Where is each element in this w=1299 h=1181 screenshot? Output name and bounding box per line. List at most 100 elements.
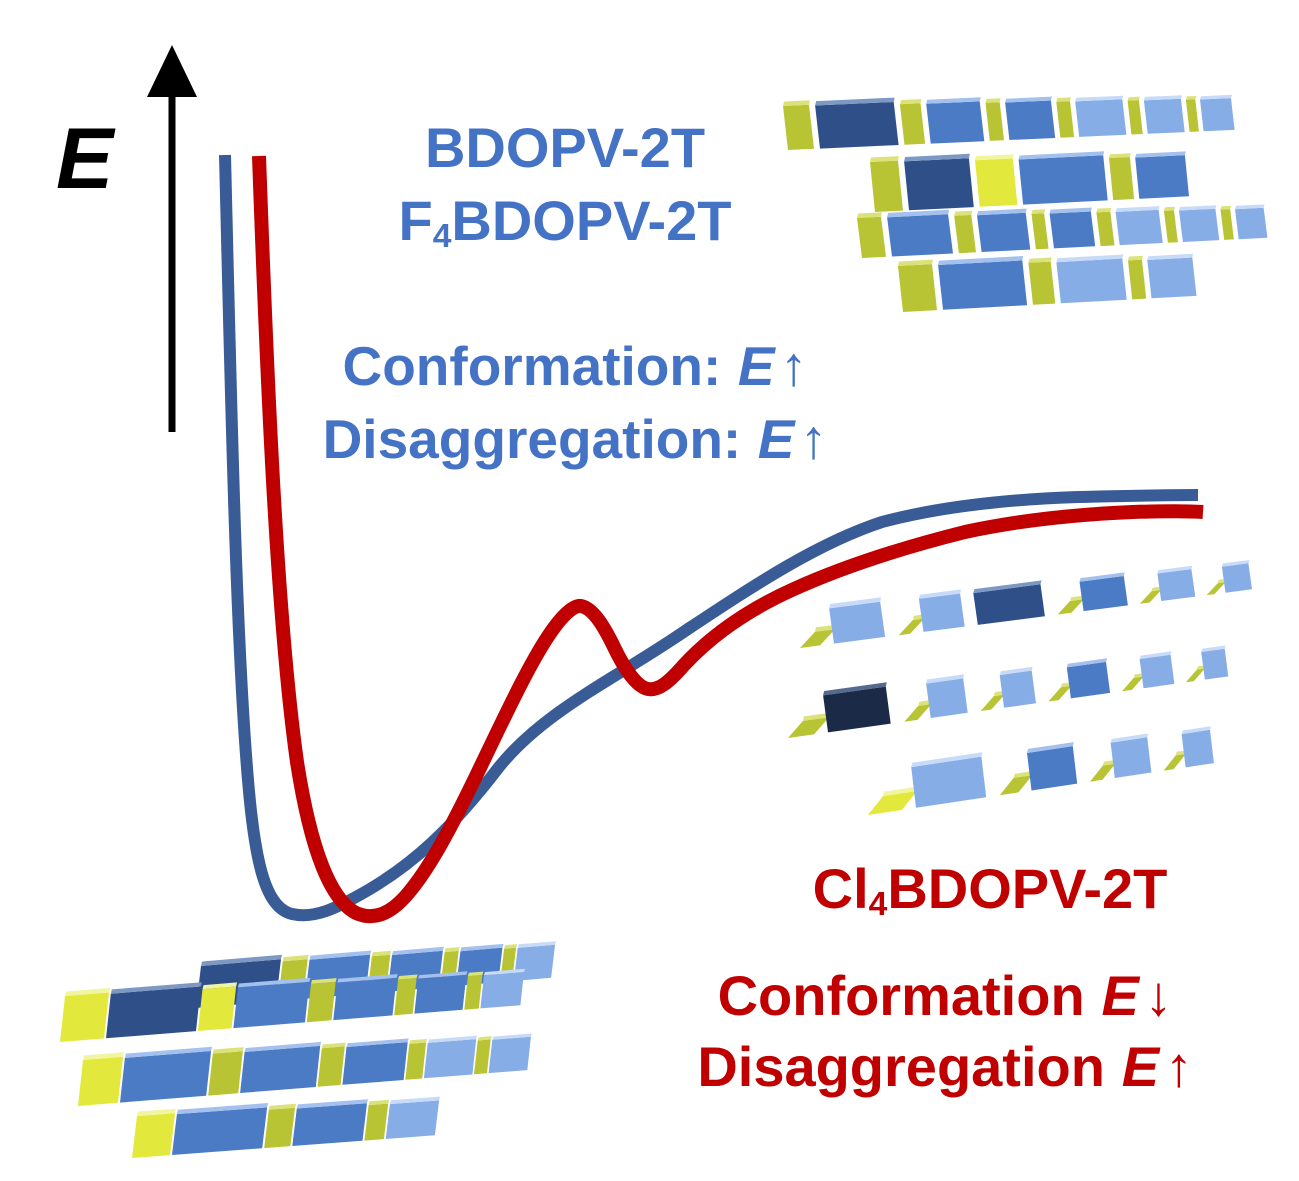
molecule-plate	[1135, 155, 1189, 199]
molecule-plate	[857, 212, 882, 218]
molecule-plate	[899, 99, 922, 105]
molecule-plate	[317, 1046, 345, 1087]
red-title-subscript: 4	[868, 886, 888, 924]
blue-molecules-title: BDOPV-2T F4BDOPV-2T	[300, 112, 830, 258]
molecule-plate	[444, 947, 460, 953]
molecule-plate	[1200, 98, 1235, 132]
molecule-plate	[1139, 589, 1162, 604]
molecule-plate	[1163, 206, 1175, 211]
molecule-plate	[887, 214, 953, 257]
molecule-plate	[1220, 205, 1232, 210]
molecule-plate	[1096, 211, 1115, 247]
molecule-plate	[296, 1099, 368, 1109]
blue-energy-notes: Conformation: E ↑ Disaggregation: E ↑	[255, 330, 895, 475]
molecule-plate	[887, 209, 950, 218]
molecule-plate	[513, 944, 556, 981]
molecule-plate	[973, 580, 1042, 594]
molecule-plate	[954, 210, 973, 216]
molecule-plate	[60, 992, 109, 1042]
molecule-plate	[1221, 560, 1250, 567]
molecule-plate	[120, 1051, 212, 1103]
molecule-plate	[321, 1042, 346, 1049]
molecule-plate	[292, 1103, 367, 1146]
stack-illustration-bottom-left	[60, 941, 557, 1158]
molecule-plate	[1013, 771, 1034, 778]
molecule-plate	[926, 97, 981, 104]
molecule-plate	[904, 704, 932, 722]
molecule-plate	[309, 950, 372, 960]
molecule-plate	[1049, 211, 1096, 249]
molecule-plate	[237, 977, 311, 988]
red-note-disaggregation: Disaggregation E↑	[630, 1031, 1260, 1102]
molecule-plate	[1109, 157, 1135, 201]
molecule-plate	[1057, 599, 1084, 615]
molecule-plate	[394, 978, 417, 1016]
molecule-plate	[202, 982, 238, 990]
molecule-plate	[1018, 151, 1105, 160]
molecule-plate	[405, 1042, 427, 1080]
molecule-plate	[106, 986, 201, 1039]
molecule-plate	[1206, 582, 1226, 596]
molecule-plate	[1115, 206, 1160, 212]
molecule-plate	[460, 943, 504, 952]
molecule-plate	[176, 1103, 269, 1115]
blue-title-line2-subscript: 4	[432, 218, 452, 256]
molecule-plate	[1031, 213, 1049, 250]
molecule-plate	[414, 974, 467, 1014]
molecule-plate	[1185, 99, 1199, 132]
up-arrow-icon: ↑	[1164, 1035, 1193, 1099]
molecule-plate	[1235, 204, 1265, 210]
molecule-plate	[1143, 98, 1185, 134]
molecule-plate	[1127, 96, 1140, 101]
molecule-plate	[1056, 254, 1124, 263]
stack-illustration-top-right	[783, 94, 1268, 312]
molecule-plate	[1049, 207, 1092, 214]
molecule-plate	[1179, 208, 1220, 242]
red-note-conformation-e: E	[1101, 964, 1139, 1027]
molecule-plate	[1143, 95, 1182, 101]
molecule-plate	[474, 1039, 491, 1075]
molecule-plate	[800, 629, 835, 648]
molecule-plate	[975, 154, 1014, 161]
molecule-plate	[975, 158, 1018, 207]
molecule-plate	[197, 986, 237, 1031]
molecule-plate	[899, 103, 926, 145]
molecule-plate	[467, 971, 484, 977]
molecule-plate	[985, 102, 1004, 141]
molecule-plate	[212, 1047, 244, 1054]
molecule-plate	[1066, 661, 1111, 699]
molecule-plate	[208, 1051, 243, 1096]
molecule-plate	[517, 941, 557, 948]
molecule-plate	[244, 1041, 322, 1052]
molecule-plate	[484, 968, 525, 976]
molecule-plate	[1028, 257, 1052, 263]
up-arrow-icon: ↑	[799, 407, 828, 470]
molecule-plate	[65, 988, 110, 996]
molecule-plate	[1056, 97, 1071, 102]
red-note-conformation-text: Conformation	[717, 964, 1085, 1027]
molecule-plate	[985, 98, 1001, 103]
molecule-plate	[868, 791, 917, 815]
molecule-plate	[870, 156, 899, 162]
molecule-plate	[423, 1039, 477, 1079]
molecule-plate	[110, 982, 202, 994]
molecule-plate	[504, 944, 518, 949]
down-arrow-icon: ↓	[1144, 964, 1173, 1027]
energy-axis-label: E	[56, 111, 114, 207]
molecule-plate	[803, 712, 830, 721]
molecule-plate	[980, 694, 1005, 711]
molecule-plate	[926, 678, 968, 718]
molecule-plate	[788, 717, 829, 738]
molecule-plate	[172, 1107, 268, 1155]
molecule-plate	[1027, 746, 1078, 791]
molecule-plate	[898, 259, 933, 266]
blue-note-conformation-e: E	[737, 335, 775, 397]
molecule-plate	[1128, 259, 1147, 300]
molecule-plate	[1079, 572, 1125, 582]
molecule-plate	[233, 981, 310, 1029]
molecule-plate	[898, 264, 937, 312]
molecule-plate	[364, 1103, 389, 1141]
molecule-plate	[977, 208, 1027, 216]
